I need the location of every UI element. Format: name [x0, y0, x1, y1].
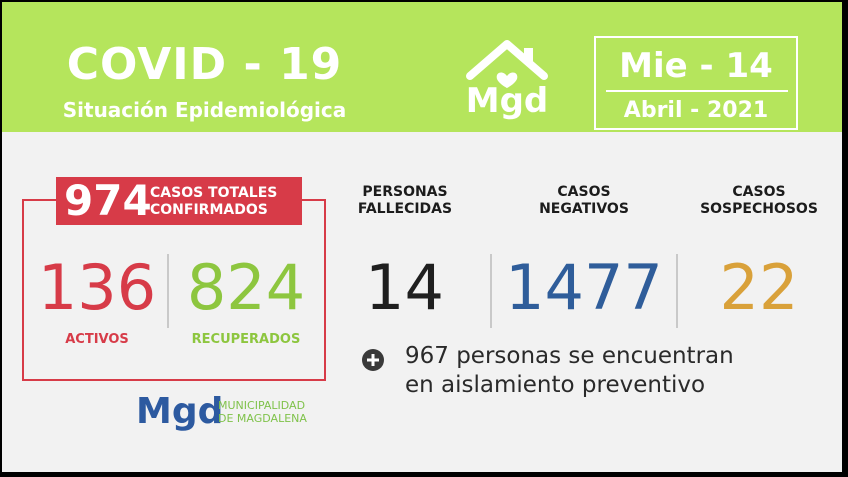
deaths-label-line2: FALLECIDAS [357, 201, 453, 217]
stats-divider-2 [676, 254, 678, 328]
negative-label-line1: CASOS [557, 184, 611, 200]
isolation-line1: 967 personas se encuentran [405, 343, 734, 369]
recovered-cases-value: 824 [186, 251, 306, 324]
total-label-line1: CASOS TOTALES [150, 185, 278, 201]
house-heart-icon [466, 40, 548, 88]
date-box: Mie - 14 Abril - 2021 [594, 36, 798, 130]
negative-label: CASOS NEGATIVOS [509, 184, 659, 218]
municipality-line2: DE MAGDALENA [218, 412, 307, 425]
plus-circle-icon [362, 349, 384, 371]
active-cases-value: 136 [37, 251, 157, 324]
date-divider [606, 90, 788, 92]
deaths-label-line1: PERSONAS [362, 184, 448, 200]
suspected-label-line1: CASOS [732, 184, 786, 200]
isolation-line2: en aislamiento preventivo [405, 372, 706, 398]
negative-label-line2: NEGATIVOS [539, 201, 629, 217]
municipality-name: MUNICIPALIDAD DE MAGDALENA [218, 399, 358, 425]
header-logo-text: Mgd [465, 81, 549, 121]
total-confirmed-value: 974 [64, 176, 152, 225]
total-confirmed-label: CASOS TOTALES CONFIRMADOS [150, 185, 300, 219]
covid-infographic: COVID - 19 Situación Epidemiológica Mgd … [2, 2, 842, 472]
deaths-label: PERSONAS FALLECIDAS [330, 184, 480, 218]
footer-logo-text: Mgd [136, 391, 224, 432]
municipality-line1: MUNICIPALIDAD [218, 399, 306, 412]
page-subtitle: Situación Epidemiológica [62, 98, 347, 122]
suspected-label: CASOS SOSPECHOSOS [684, 184, 834, 218]
isolation-note: 967 personas se encuentran en aislamient… [405, 342, 825, 400]
date-month: Abril - 2021 [623, 98, 769, 123]
confirmed-divider [167, 254, 169, 328]
suspected-value: 22 [719, 251, 799, 324]
page-title: COVID - 19 [66, 39, 343, 90]
deaths-value: 14 [365, 251, 444, 324]
recovered-cases-label: RECUPERADOS [191, 332, 301, 347]
header-banner: COVID - 19 Situación Epidemiológica Mgd … [2, 2, 842, 132]
total-confirmed-banner: 974 CASOS TOTALES CONFIRMADOS [56, 177, 302, 225]
suspected-label-line2: SOSPECHOSOS [700, 201, 818, 217]
negative-value: 1477 [505, 251, 663, 324]
active-cases-label: ACTIVOS [65, 332, 129, 347]
date-day: Mie - 14 [619, 46, 773, 86]
total-label-line2: CONFIRMADOS [150, 202, 268, 218]
stats-divider-1 [490, 254, 492, 328]
